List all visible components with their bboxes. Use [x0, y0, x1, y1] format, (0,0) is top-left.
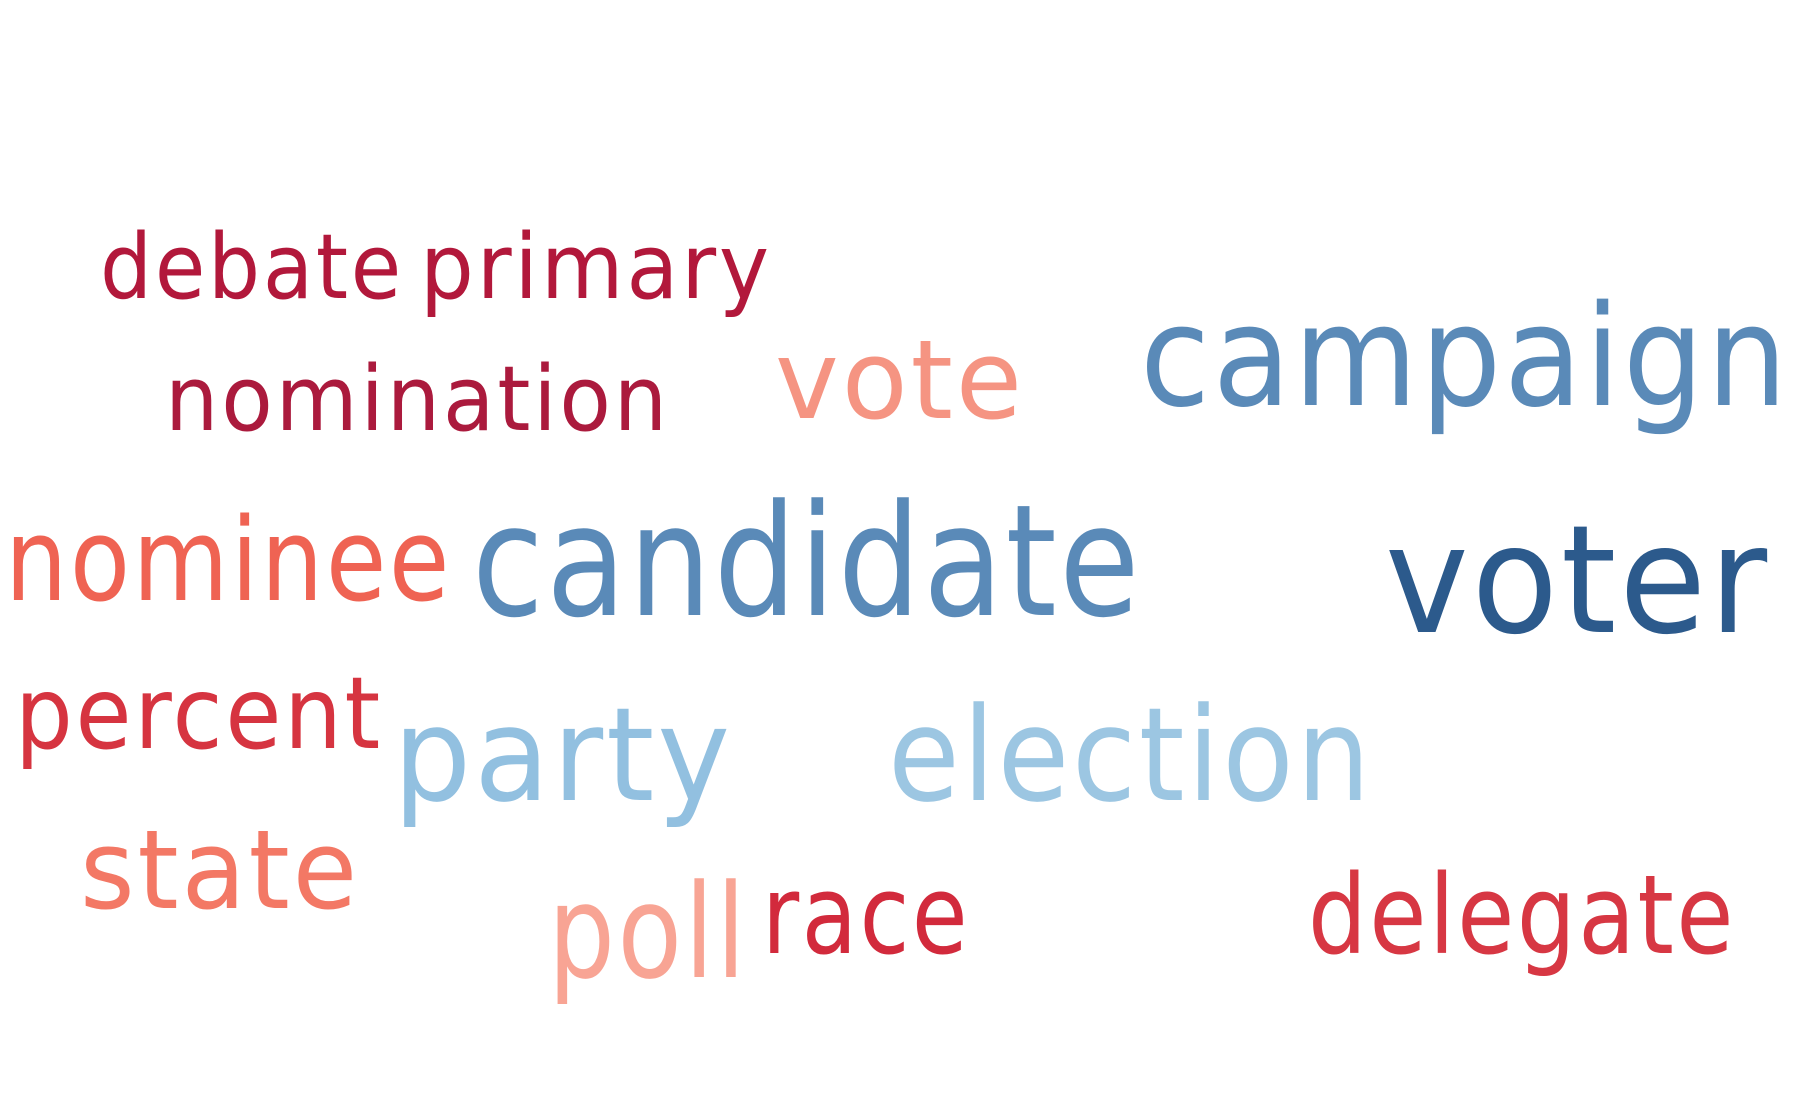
- word-election: election: [888, 679, 1373, 831]
- word-state: state: [80, 806, 360, 934]
- word-voter: voter: [1385, 494, 1770, 668]
- word-nomination: nomination: [165, 347, 670, 452]
- word-delegate: delegate: [1308, 851, 1736, 979]
- word-nominee: nominee: [5, 494, 452, 628]
- word-poll: poll: [548, 856, 748, 1008]
- word-percent: percent: [15, 655, 383, 772]
- word-primary: primary: [420, 215, 772, 320]
- word-party: party: [393, 679, 733, 831]
- word-candidate: candidate: [472, 471, 1142, 652]
- word-campaign: campaign: [1140, 276, 1790, 439]
- word-vote: vote: [775, 316, 1025, 444]
- word-race: race: [762, 851, 970, 979]
- word-debate: debate: [100, 215, 404, 320]
